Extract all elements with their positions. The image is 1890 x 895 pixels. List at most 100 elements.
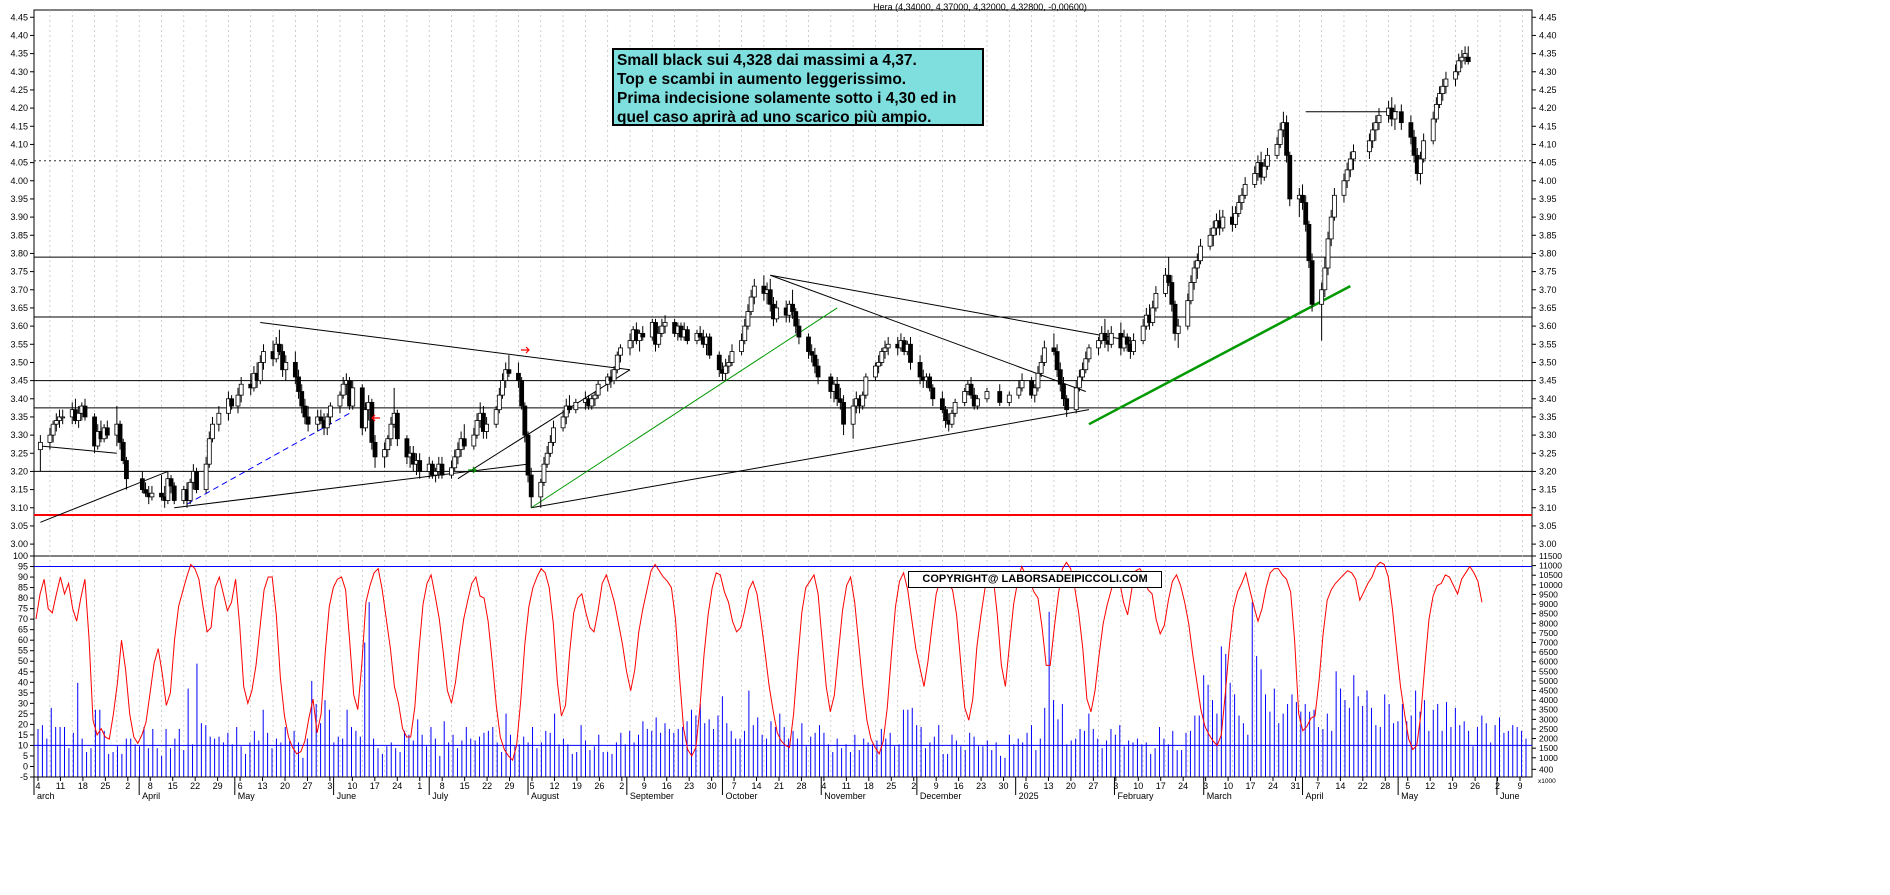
y-tick-label-left: 3.05 [10, 521, 28, 531]
annotation-line-3: Prima indecisione solamente sotto i 4,30… [617, 90, 957, 107]
trendline [770, 274, 1086, 392]
oscillator-line [35, 561, 1483, 762]
candle-body [1274, 144, 1280, 156]
trendline [770, 274, 1131, 342]
candle-body [139, 478, 145, 491]
candle-body [723, 365, 729, 374]
candle-body [187, 481, 193, 501]
x-tick-label: 29 [213, 781, 223, 791]
chart-title: Hera (4,34000, 4,37000, 4,32000, 4,32800… [873, 2, 1087, 12]
candle-body [1006, 394, 1012, 403]
annotation-line-4: quel caso aprirà ad uno scarico più ampi… [617, 109, 932, 126]
volume-tick-label: 9500 [1539, 589, 1558, 599]
volume-tick-label: 10000 [1539, 580, 1563, 590]
y-tick-label-right: 3.65 [1539, 303, 1557, 313]
candle-body [1433, 104, 1439, 120]
candle-body [302, 405, 308, 418]
trendline [186, 412, 350, 505]
osc-tick-label: 25 [18, 709, 28, 719]
candle-body [471, 434, 477, 447]
candle-body [745, 311, 751, 327]
candle-body [82, 405, 88, 418]
copyright-label: COPYRIGHT@ LABORSADEIPICCOLI.COM [908, 571, 1162, 588]
candle-body [210, 423, 215, 440]
candle-body [1108, 332, 1114, 345]
y-tick-label-left: 4.10 [10, 139, 28, 149]
y-tick-label-right: 4.15 [1539, 121, 1557, 131]
candle-body [1131, 340, 1136, 352]
candle-body [238, 383, 244, 396]
candle-body [1430, 118, 1436, 142]
candle-body [939, 398, 945, 411]
candle-body [372, 441, 378, 458]
candle-body [876, 362, 882, 367]
y-tick-label-left: 3.75 [10, 267, 28, 277]
trendline [531, 409, 1090, 509]
candle-body [726, 362, 732, 367]
month-label: April [1306, 791, 1324, 801]
month-label: December [920, 791, 962, 801]
candle-body [1459, 56, 1465, 62]
candle-body [595, 383, 601, 396]
candle-body [1331, 194, 1337, 218]
y-tick-label-left: 3.40 [10, 394, 28, 404]
candle-body [1185, 300, 1191, 327]
candle-body [873, 365, 878, 378]
candle-body [1392, 111, 1398, 120]
candle-body [567, 405, 572, 411]
volume-tick-label: 6000 [1539, 657, 1558, 667]
y-tick-label-right: 3.75 [1539, 267, 1557, 277]
volume-tick-label: 400 [1539, 764, 1553, 774]
osc-tick-label: 50 [18, 656, 28, 666]
candle-body [1035, 372, 1041, 389]
candle-body [229, 398, 235, 407]
x-tick-label: 3 [327, 781, 332, 791]
x-tick-label: 8 [148, 781, 153, 791]
y-tick-label-right: 4.10 [1539, 139, 1557, 149]
candle-body [927, 376, 933, 389]
x-tick-label: 15 [460, 781, 470, 791]
x-tick-label: 10 [347, 781, 357, 791]
x-tick-label: 14 [1335, 781, 1345, 791]
x-tick-label: 7 [1315, 781, 1320, 791]
candle-body [388, 423, 394, 440]
month-label: May [1401, 791, 1419, 801]
candle-body [1347, 158, 1353, 171]
x-tick-label: 3 [1113, 781, 1118, 791]
osc-tick-label: 80 [18, 593, 28, 603]
y-tick-label-left: 4.35 [10, 49, 28, 59]
y-tick-label-right: 3.40 [1539, 394, 1557, 404]
x-tick-label: 25 [100, 781, 110, 791]
candle-body [124, 460, 129, 480]
x-tick-label: 10 [1223, 781, 1233, 791]
x-tick-label: 9 [934, 781, 939, 791]
candle-body [1188, 282, 1194, 302]
candle-body [707, 336, 713, 356]
candle-body [1169, 282, 1175, 305]
x-tick-label: 20 [1066, 781, 1076, 791]
osc-tick-label: 70 [18, 614, 28, 624]
volume-axis-label: x1000 [1538, 778, 1556, 785]
osc-tick-label: -5 [20, 772, 28, 782]
candle-body [385, 438, 391, 451]
candle-body [1242, 183, 1248, 196]
candle-body [503, 369, 509, 382]
candle-body [337, 394, 343, 407]
candle-body [1172, 303, 1178, 334]
annotation-line-1: Small black sui 4,328 dai massimi a 4,37… [617, 52, 917, 69]
volume-tick-label: 10500 [1539, 570, 1563, 580]
candle-body [1019, 380, 1025, 389]
y-tick-label-right: 4.35 [1539, 49, 1557, 59]
x-tick-label: 19 [1448, 781, 1458, 791]
month-label: August [531, 791, 560, 801]
candle-body [1061, 383, 1066, 400]
x-tick-label: 31 [1290, 781, 1300, 791]
x-tick-label: 28 [1380, 781, 1390, 791]
candle-body [1351, 151, 1356, 160]
candle-body [879, 351, 885, 363]
y-tick-label-right: 3.10 [1539, 503, 1557, 513]
osc-tick-label: 10 [18, 740, 28, 750]
candle-body [439, 463, 445, 476]
x-tick-label: 28 [796, 781, 806, 791]
